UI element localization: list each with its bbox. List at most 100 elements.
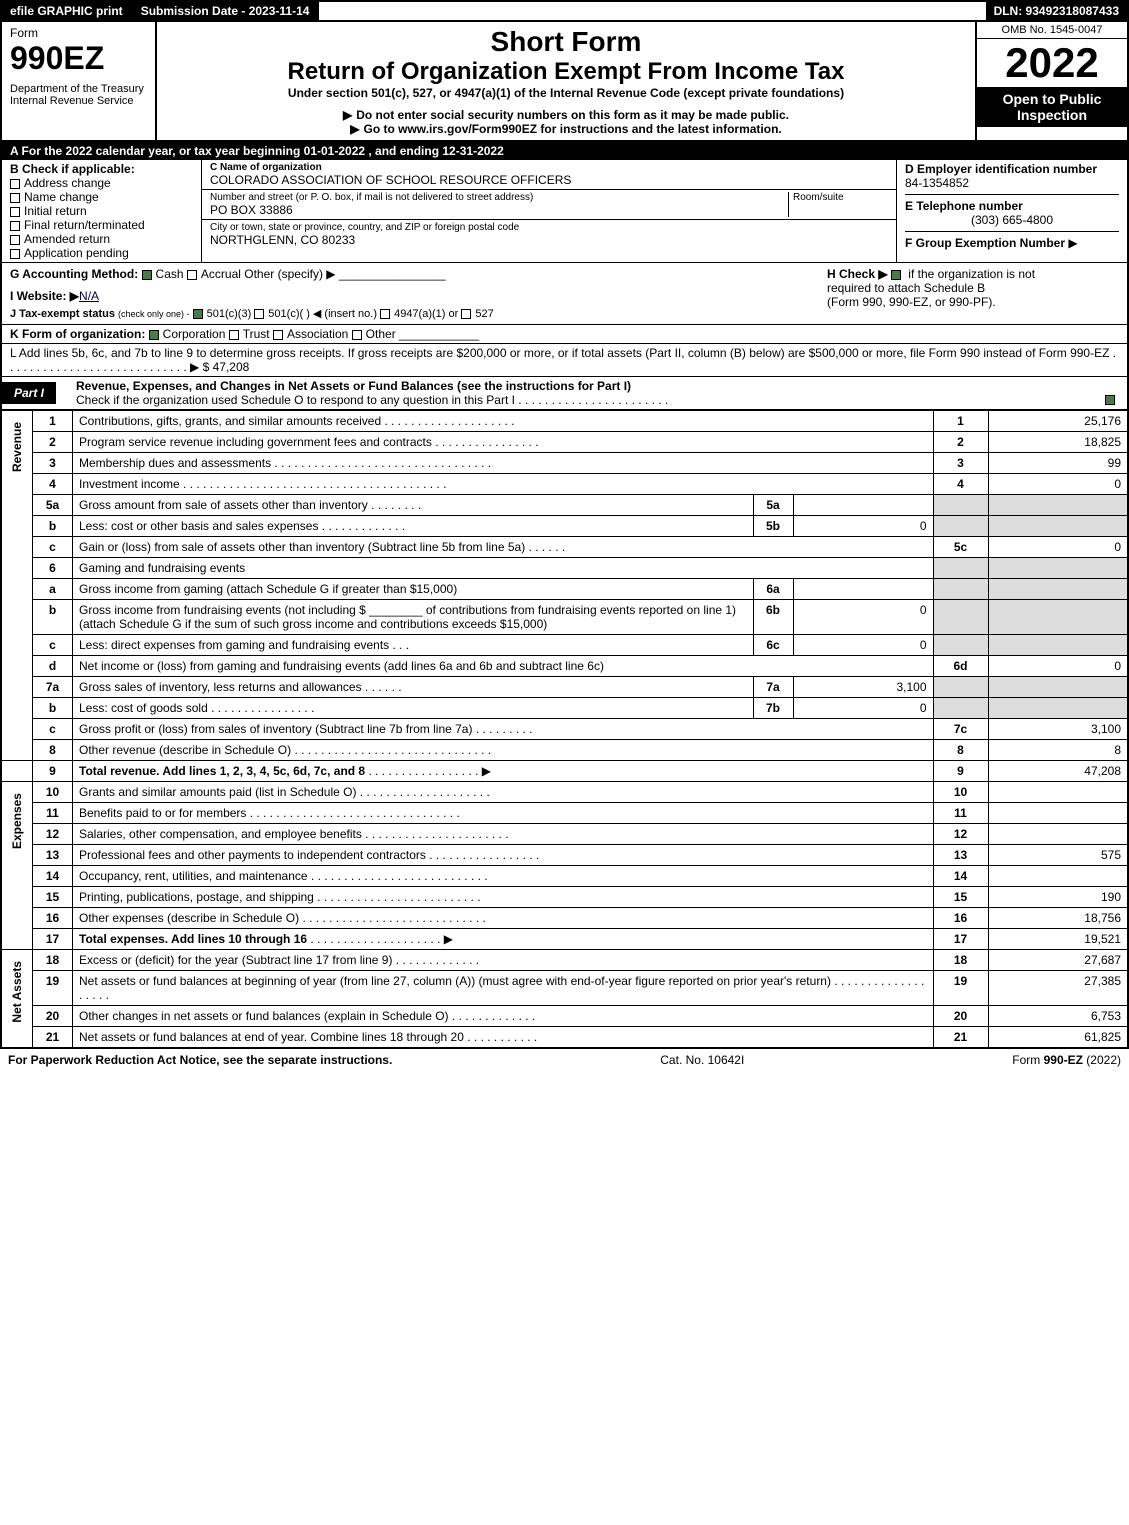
goto-link[interactable]: Go to www.irs.gov/Form990EZ for instruct… [165,122,967,136]
i-website: I Website: ▶N/A [10,289,819,303]
open-public: Open to Public Inspection [977,87,1127,127]
k-trust-check[interactable] [229,330,239,340]
line-6-desc: Gaming and fundraising events [73,558,934,579]
line-17-desc: Total expenses. Add lines 10 through 16 … [73,929,934,950]
k-form-org: K Form of organization: Corporation Trus… [2,325,1127,344]
k-assoc-check[interactable] [273,330,283,340]
line-5a-midval [793,495,933,516]
part1-schedule-o-check[interactable] [1105,395,1115,405]
part-1-table: Revenue 1 Contributions, gifts, grants, … [0,410,1129,1048]
efile-label[interactable]: efile GRAPHIC print [2,2,133,20]
tax-year: 2022 [977,39,1127,87]
h-check[interactable] [891,270,901,280]
line-19-val: 27,385 [988,971,1128,1006]
revenue-side-label: Revenue [8,414,26,480]
line-7a-midval: 3,100 [793,677,933,698]
page-footer: For Paperwork Reduction Act Notice, see … [0,1048,1129,1071]
f-label: F Group Exemption Number [905,236,1065,250]
b-opt-final[interactable]: Final return/terminated [10,218,193,232]
b-opt-initial[interactable]: Initial return [10,204,193,218]
street-address: PO BOX 33886 [210,203,788,217]
g-accrual-check[interactable] [187,270,197,280]
line-12-val [988,824,1128,845]
line-16-desc: Other expenses (describe in Schedule O) … [73,908,934,929]
f-arrow: ▶ [1068,236,1077,250]
line-6c-midval: 0 [793,635,933,656]
b-opt-pending[interactable]: Application pending [10,246,193,260]
b-label: B Check if applicable: [10,162,193,176]
line-7c-val: 3,100 [988,719,1128,740]
line-21-val: 61,825 [988,1027,1128,1048]
subtitle: Under section 501(c), 527, or 4947(a)(1)… [165,86,967,100]
line-5c-val: 0 [988,537,1128,558]
line-6b-midval: 0 [793,600,933,635]
line-6d-desc: Net income or (loss) from gaming and fun… [73,656,934,677]
line-15-desc: Printing, publications, postage, and shi… [73,887,934,908]
dept-2: Internal Revenue Service [10,95,147,107]
line-8-desc: Other revenue (describe in Schedule O) .… [73,740,934,761]
form-label: Form [10,26,147,40]
line-18-val: 27,687 [988,950,1128,971]
c-name-label: C Name of organization [210,162,888,173]
g-cash-check[interactable] [142,270,152,280]
line-15-val: 190 [988,887,1128,908]
footer-form: Form 990-EZ (2022) [1012,1053,1121,1067]
line-5c-desc: Gain or (loss) from sale of assets other… [73,537,934,558]
line-3-desc: Membership dues and assessments . . . . … [73,453,934,474]
l-gross-receipts: L Add lines 5b, 6c, and 7b to line 9 to … [2,344,1127,377]
netassets-side-label: Net Assets [8,953,26,1031]
top-bar: efile GRAPHIC print Submission Date - 20… [0,0,1129,22]
line-1-desc: Contributions, gifts, grants, and simila… [73,411,934,432]
line-1-lbl: 1 [933,411,988,432]
line-6a-desc: Gross income from gaming (attach Schedul… [73,579,754,600]
line-17-val: 19,521 [988,929,1128,950]
expenses-side-label: Expenses [8,785,26,857]
city-state-zip: NORTHGLENN, CO 80233 [210,233,888,247]
footer-left: For Paperwork Reduction Act Notice, see … [8,1053,392,1067]
line-16-val: 18,756 [988,908,1128,929]
line-14-desc: Occupancy, rent, utilities, and maintena… [73,866,934,887]
d-label: D Employer identification number [905,162,1119,176]
k-corp-check[interactable] [149,330,159,340]
line-7c-desc: Gross profit or (loss) from sales of inv… [73,719,934,740]
dln: DLN: 93492318087433 [986,2,1127,20]
line-10-desc: Grants and similar amounts paid (list in… [73,782,934,803]
footer-catno: Cat. No. 10642I [660,1053,744,1067]
j-527-check[interactable] [461,309,471,319]
line-4-desc: Investment income . . . . . . . . . . . … [73,474,934,495]
line-13-val: 575 [988,845,1128,866]
line-5b-midval: 0 [793,516,933,537]
row-a-period: A For the 2022 calendar year, or tax yea… [2,142,1127,160]
line-7b-midval: 0 [793,698,933,719]
submission-date: Submission Date - 2023-11-14 [133,2,320,20]
b-opt-name[interactable]: Name change [10,190,193,204]
line-7b-desc: Less: cost of goods sold . . . . . . . .… [73,698,754,719]
form-number: 990EZ [10,40,147,77]
line-20-val: 6,753 [988,1006,1128,1027]
dept-1: Department of the Treasury [10,83,147,95]
line-2-desc: Program service revenue including govern… [73,432,934,453]
j-501c-check[interactable] [254,309,264,319]
line-12-desc: Salaries, other compensation, and employ… [73,824,934,845]
j-501c3-check[interactable] [193,309,203,319]
line-5b-desc: Less: cost or other basis and sales expe… [73,516,754,537]
line-3-val: 99 [988,453,1128,474]
j-4947-check[interactable] [380,309,390,319]
ein-value: 84-1354852 [905,176,1119,190]
line-14-val [988,866,1128,887]
return-title: Return of Organization Exempt From Incom… [165,58,967,86]
line-10-val [988,782,1128,803]
b-opt-address[interactable]: Address change [10,176,193,190]
line-8-val: 8 [988,740,1128,761]
b-opt-amended[interactable]: Amended return [10,232,193,246]
line-1-num: 1 [33,411,73,432]
k-other-check[interactable] [352,330,362,340]
line-9-desc: Total revenue. Add lines 1, 2, 3, 4, 5c,… [73,761,934,782]
line-20-desc: Other changes in net assets or fund bala… [73,1006,934,1027]
line-2-val: 18,825 [988,432,1128,453]
room-suite-label: Room/suite [788,192,888,217]
street-label: Number and street (or P. O. box, if mail… [210,192,788,203]
part-1-label: Part I [2,382,56,404]
line-6d-val: 0 [988,656,1128,677]
short-form-title: Short Form [165,26,967,58]
